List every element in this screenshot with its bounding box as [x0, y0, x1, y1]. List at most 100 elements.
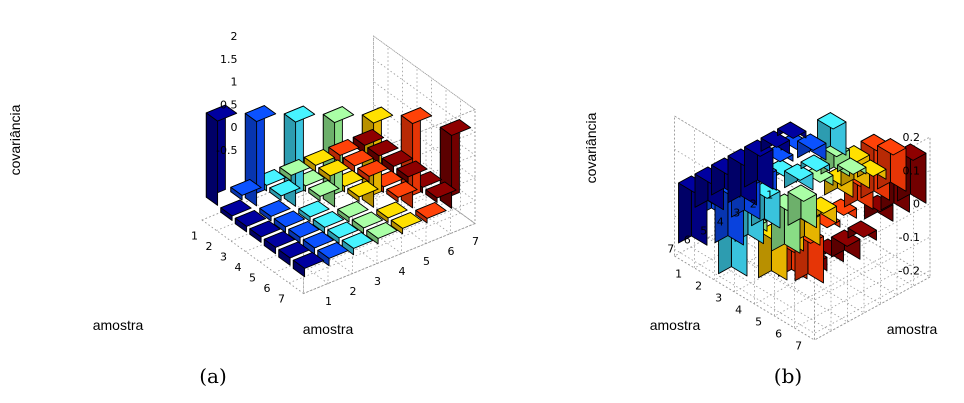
chart-a-bar-3-4 — [308, 180, 340, 202]
chart-a-bar-1-4 — [279, 159, 311, 182]
chart-b-x-tick: 5 — [700, 224, 707, 237]
chart-a-bar-3-6 — [357, 160, 389, 183]
chart-b-z-tick: 0.2 — [903, 131, 921, 144]
chart-b-bars — [678, 112, 927, 284]
chart-a-bar-5-1 — [263, 231, 296, 255]
chart-a-bar-7-1 — [292, 252, 325, 278]
chart-a-bar-3-2 — [259, 200, 291, 222]
chart-a-bar-4-3 — [298, 200, 330, 222]
chart-a-bar-1-6 — [328, 139, 360, 164]
chart-a-x-tick: 5 — [249, 271, 256, 284]
chart-b-y-tick: 6 — [775, 327, 782, 340]
chart-a-x-tick: 3 — [220, 250, 227, 263]
chart-b-z-tick: 0.1 — [903, 164, 921, 177]
chart-a-bar-6-4 — [351, 211, 384, 234]
chart-b-x-tick: 2 — [750, 197, 757, 210]
chart-a-bar-7-6 — [415, 202, 447, 224]
chart-a-bar-6-1 — [278, 241, 310, 266]
chart-a-bar-5-4 — [337, 201, 369, 223]
chart-b-bar-3-1 — [744, 139, 774, 190]
chart-b-bar-1-4 — [837, 157, 867, 175]
chart-b-bar-2-1 — [760, 130, 790, 155]
chart-b-z-tick: -0.2 — [899, 264, 920, 277]
chart-a-y-tick: 5 — [423, 255, 430, 268]
chart-a-bar-5-3 — [312, 211, 345, 234]
chart-b-bar-1-2 — [797, 133, 827, 161]
chart-a-bar-5-6 — [386, 181, 418, 203]
chart-b-y-tick: 7 — [795, 339, 802, 352]
chart-b-x-tick: 1 — [766, 188, 773, 201]
chart-a-z-tick: 2 — [231, 30, 238, 43]
chart-b-bar-4-4 — [787, 184, 817, 229]
chart-a-bar-2-1 — [220, 199, 252, 221]
chart-a-x-tick: 7 — [278, 292, 285, 305]
chart-b-y-tick: 2 — [695, 279, 702, 292]
chart-a-ylabel: amostra — [303, 321, 354, 337]
chart-a-bar-6-3 — [327, 221, 359, 244]
chart-b-bar-3-3 — [784, 163, 814, 191]
chart-a-x-tick: 2 — [206, 240, 213, 253]
chart-b-y-tick: 1 — [675, 267, 682, 280]
chart-a-bar-4-5 — [347, 180, 379, 202]
chart-a-z-tick: 1 — [231, 76, 238, 89]
chart-b-x-tick: 4 — [717, 215, 724, 228]
chart-a-bar-2-5 — [318, 159, 350, 182]
chart-a-z-tick: -0.5 — [216, 144, 237, 157]
chart-a-y-tick: 6 — [447, 245, 454, 258]
chart-b-ylabel: amostra — [887, 321, 938, 337]
chart-a-bar-1-2 — [230, 179, 262, 201]
chart-a-bar-2-3 — [269, 179, 301, 201]
chart-a-bar-6-2 — [302, 231, 335, 255]
chart-a-xlabel: amostra — [93, 317, 144, 333]
chart-a-y-tick: 1 — [325, 295, 332, 308]
chart-a-bar-4-1 — [249, 220, 281, 243]
chart-a-y-tick: 7 — [472, 235, 479, 248]
chart-b-x-tick: 7 — [667, 242, 674, 255]
chart-b-bar-2-3 — [800, 154, 830, 172]
chart-a-panel-label: (a) — [199, 364, 227, 388]
chart-a-bar-5-2 — [288, 221, 320, 244]
chart-a-bar-7-4 — [366, 222, 398, 245]
chart-a-bar-2-7 — [367, 139, 399, 164]
chart-b-xlabel: amostra — [650, 317, 701, 333]
chart-a-bar-2-6 — [342, 149, 375, 173]
chart-a-x-tick: 6 — [264, 282, 271, 295]
chart-a-bar-6-5 — [376, 201, 408, 223]
chart-b-zlabel: covariância — [583, 112, 599, 183]
chart-a-bar-7-5 — [390, 212, 423, 235]
chart-a-bar-6-7 — [425, 181, 457, 203]
chart-a-z-tick: 1.5 — [220, 53, 238, 66]
chart-b-z-tick: -0.1 — [899, 231, 920, 244]
chart-a-x-tick: 4 — [235, 261, 242, 274]
chart-a-zlabel: covariância — [7, 104, 23, 175]
chart-b-bar-4-7 — [847, 220, 877, 241]
chart-b-x-tick: 6 — [684, 233, 691, 246]
chart-b-y-tick: 5 — [755, 315, 762, 328]
chart-a-z-tick: 0 — [231, 121, 238, 134]
chart-a-bar-3-7 — [381, 150, 414, 174]
chart-a-bar-7-3 — [341, 232, 374, 256]
chart-b-y-tick: 3 — [715, 291, 722, 304]
chart-a-x-tick: 1 — [191, 229, 198, 242]
chart-b-z-tick: 0 — [913, 198, 920, 211]
chart-a-bar-4-7 — [396, 160, 428, 183]
chart-a-bar-1-5 — [303, 149, 336, 173]
chart-b-y-tick: 4 — [735, 303, 742, 316]
chart-b-bar-1-1 — [777, 121, 807, 139]
chart-b-bar-5-7 — [831, 229, 861, 260]
chart-a-z-tick: 0.5 — [220, 98, 238, 111]
chart-a-bar-4-2 — [273, 210, 306, 233]
chart-a-y-tick: 3 — [374, 275, 381, 288]
chart-b-x-tick: 3 — [733, 206, 740, 219]
chart-a-y-tick: 4 — [398, 265, 405, 278]
chart-a-bars — [205, 104, 472, 278]
chart-a-y-tick: 2 — [349, 285, 356, 298]
chart-a-bar-1-1 — [205, 104, 238, 206]
chart-a-bar-3-1 — [234, 210, 267, 233]
chart-b-panel-label: (b) — [774, 364, 802, 388]
